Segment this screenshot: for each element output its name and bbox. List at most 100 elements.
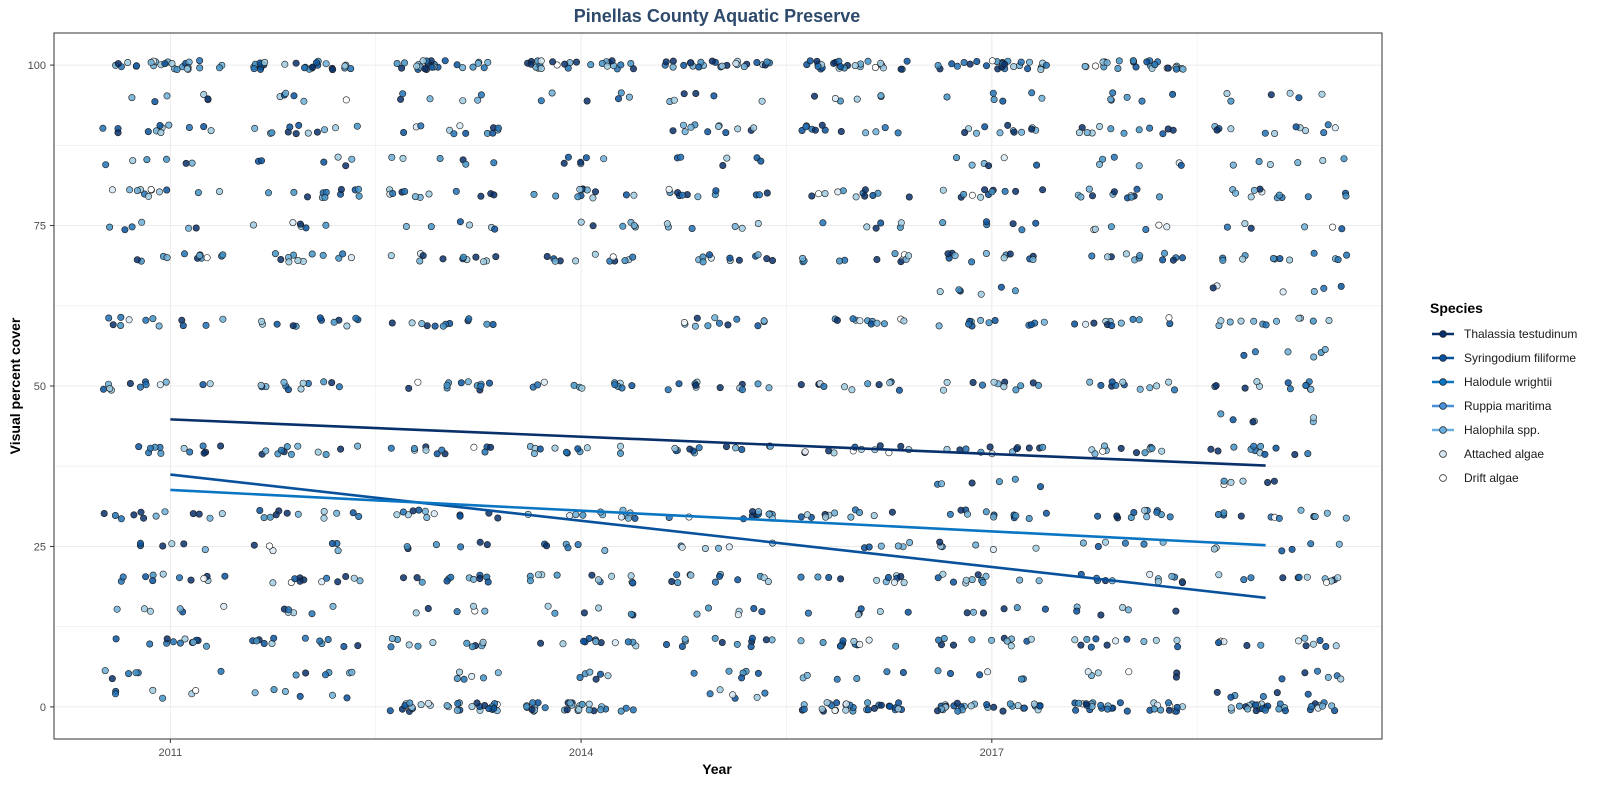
data-point [1027,635,1035,643]
data-point [257,381,265,389]
data-point [534,381,542,389]
data-point [888,508,896,516]
data-point [189,638,197,646]
data-point [1213,126,1221,134]
data-point [978,381,986,389]
data-point [1085,185,1093,193]
data-point [1107,223,1115,231]
data-point [903,57,911,65]
data-point [1251,348,1259,356]
data-point [424,699,432,707]
data-point [354,442,362,450]
data-point [601,546,609,554]
data-point [334,547,342,555]
data-point [1110,188,1118,196]
data-point [530,190,538,198]
data-point [185,224,193,232]
data-point [472,253,480,261]
data-point [732,444,740,452]
data-point [429,639,437,647]
data-point [1082,700,1090,708]
data-point [1108,378,1116,386]
data-point [290,92,298,100]
data-point [1316,636,1324,644]
data-point [217,667,225,675]
data-point [173,66,181,74]
data-point [732,59,740,67]
data-point [320,507,328,515]
data-point [494,124,502,132]
data-point [804,609,812,617]
data-point [1329,223,1337,231]
data-point [718,638,726,646]
data-point [842,700,850,708]
data-point [991,316,999,324]
data-point [1334,256,1342,264]
data-point [1142,226,1150,234]
data-point [459,97,467,105]
data-point [1303,573,1311,581]
data-point [1169,126,1177,134]
data-point [1121,539,1129,547]
legend-item: Thalassia testudinum [1430,322,1595,346]
data-point [979,609,987,617]
data-point [869,192,877,200]
data-point [579,511,587,519]
data-point [181,250,189,258]
data-point [939,186,947,194]
data-point [1153,508,1161,516]
data-point [936,288,944,296]
data-point [1003,637,1011,645]
data-point [678,543,686,551]
data-point [855,508,863,516]
data-point [262,447,270,455]
data-point [415,506,423,514]
data-point [108,675,116,683]
data-point [894,542,902,550]
data-point [1123,635,1131,643]
data-point [983,701,991,709]
data-point [419,57,427,65]
legend-label: Attached algae [1464,447,1545,461]
data-point [109,321,117,329]
data-point [180,444,188,452]
data-point [219,251,227,259]
data-point [337,186,345,194]
data-point [1342,514,1350,522]
data-point [1090,319,1098,327]
data-point [126,186,134,194]
data-point [674,579,682,587]
data-point [939,386,947,394]
data-point [856,640,864,648]
data-point [864,706,872,714]
data-point [586,668,594,676]
data-point [1179,65,1187,73]
data-point [585,706,593,714]
data-point [388,634,396,642]
data-point [1117,319,1125,327]
data-point [151,98,159,106]
data-point [814,62,822,70]
data-point [331,124,339,132]
data-point [943,378,951,386]
data-point [949,641,957,649]
data-point [322,60,330,68]
data-point [436,155,444,163]
y-tick-label: 25 [34,541,46,553]
data-point [316,637,324,645]
data-point [1261,706,1269,714]
legend-key-icon [1432,426,1454,434]
data-point [443,702,451,710]
x-tick-label: 2014 [569,747,593,759]
data-point [200,91,208,99]
data-point [1007,642,1015,650]
data-point [469,63,477,71]
data-point [108,186,116,194]
data-point [669,127,677,135]
data-point [1309,640,1317,648]
data-point [1304,193,1312,201]
data-point [1249,418,1257,426]
data-point [1243,641,1251,649]
data-point [176,574,184,582]
data-point [113,605,121,613]
